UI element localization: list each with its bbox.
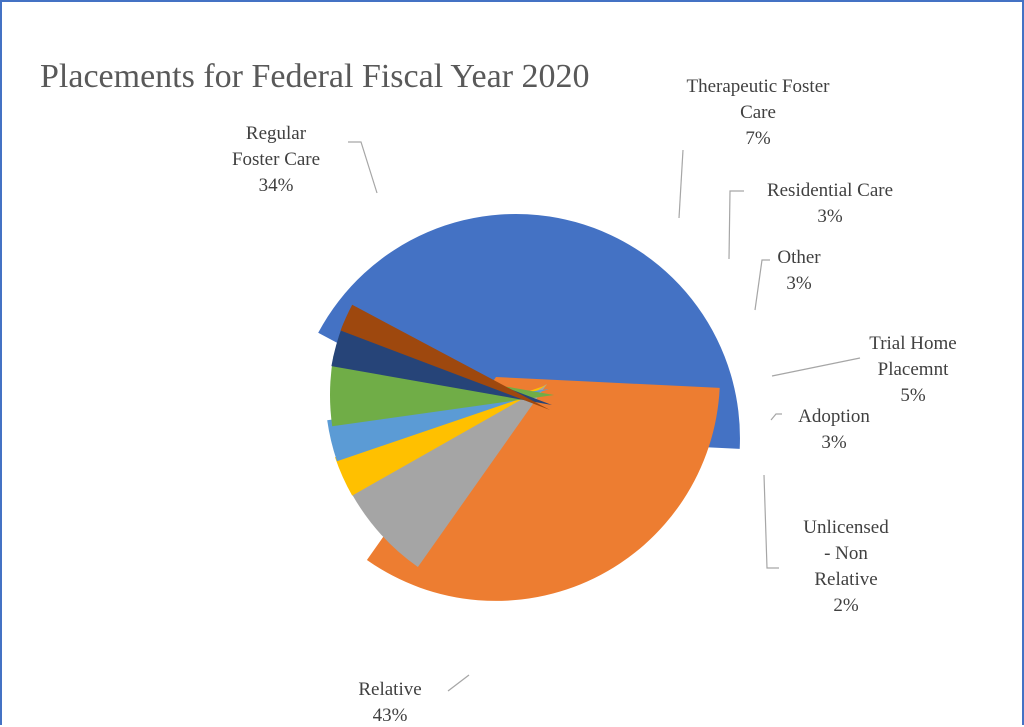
data-label-category: - Non bbox=[824, 543, 868, 564]
chart-title: Placements for Federal Fiscal Year 2020 bbox=[40, 58, 590, 95]
pie-slices bbox=[318, 213, 740, 601]
data-label-category: Therapeutic Foster bbox=[687, 76, 831, 97]
leader-lines bbox=[348, 141, 861, 692]
data-label-percent: 3% bbox=[821, 432, 847, 453]
data-label-relative: Relative 43% bbox=[358, 679, 421, 726]
slice-labels: Relative 43% Regular Foster Care 34% Therapeu… bbox=[232, 76, 957, 726]
data-label-percent: 3% bbox=[817, 206, 843, 227]
data-label-percent: 5% bbox=[900, 385, 926, 406]
leader-line-other bbox=[754, 259, 770, 311]
data-label-category: Unlicensed bbox=[803, 517, 889, 538]
data-label-category: Foster Care bbox=[232, 149, 320, 170]
data-label-percent: 34% bbox=[259, 175, 294, 196]
leader-line-therapeutic-foster-care bbox=[678, 149, 684, 219]
data-label-category: Trial Home bbox=[869, 333, 956, 354]
pie-slice-residential-care bbox=[335, 385, 547, 496]
data-label-percent: 2% bbox=[833, 595, 859, 616]
data-label-category: Relative bbox=[814, 569, 877, 590]
data-label-percent: 7% bbox=[745, 128, 771, 149]
pie-slice-regular-foster-care bbox=[366, 377, 720, 601]
data-label-category: Adoption bbox=[798, 406, 870, 427]
data-label-category: Residential Care bbox=[767, 180, 893, 201]
leader-line-unlicensed-non-relative bbox=[763, 474, 779, 569]
data-label-residential-care: Residential Care 3% bbox=[767, 180, 893, 227]
data-label-category: Relative bbox=[358, 679, 421, 700]
data-label-other: Other 3% bbox=[777, 247, 821, 294]
data-label-category: Other bbox=[777, 247, 821, 268]
data-label-percent: 3% bbox=[786, 273, 812, 294]
data-label-category: Placemnt bbox=[878, 359, 949, 380]
data-label-category: Care bbox=[740, 102, 776, 123]
data-label-category: Regular bbox=[246, 123, 307, 144]
data-label-adoption: Adoption 3% bbox=[798, 406, 870, 453]
data-label-trial-home-placemnt: Trial Home Placemnt 5% bbox=[869, 333, 956, 406]
leader-line-adoption bbox=[770, 413, 782, 421]
data-label-percent: 43% bbox=[373, 705, 408, 726]
pie-slice-therapeutic-foster-care bbox=[352, 384, 547, 567]
leader-line-residential-care bbox=[728, 190, 744, 260]
leader-line-relative bbox=[447, 674, 470, 692]
data-label-therapeutic-foster-care: Therapeutic Foster Care 7% bbox=[687, 76, 831, 149]
pie-slice-unlicensed-non-relative bbox=[340, 304, 550, 410]
data-label-regular-foster-care: Regular Foster Care 34% bbox=[232, 123, 320, 196]
pie-slice-other bbox=[327, 389, 549, 462]
data-label-unlicensed-non-relative: Unlicensed - Non Relative 2% bbox=[803, 517, 889, 616]
leader-line-trial-home-placemnt bbox=[771, 357, 861, 377]
leader-line-regular-foster-care bbox=[348, 141, 378, 194]
